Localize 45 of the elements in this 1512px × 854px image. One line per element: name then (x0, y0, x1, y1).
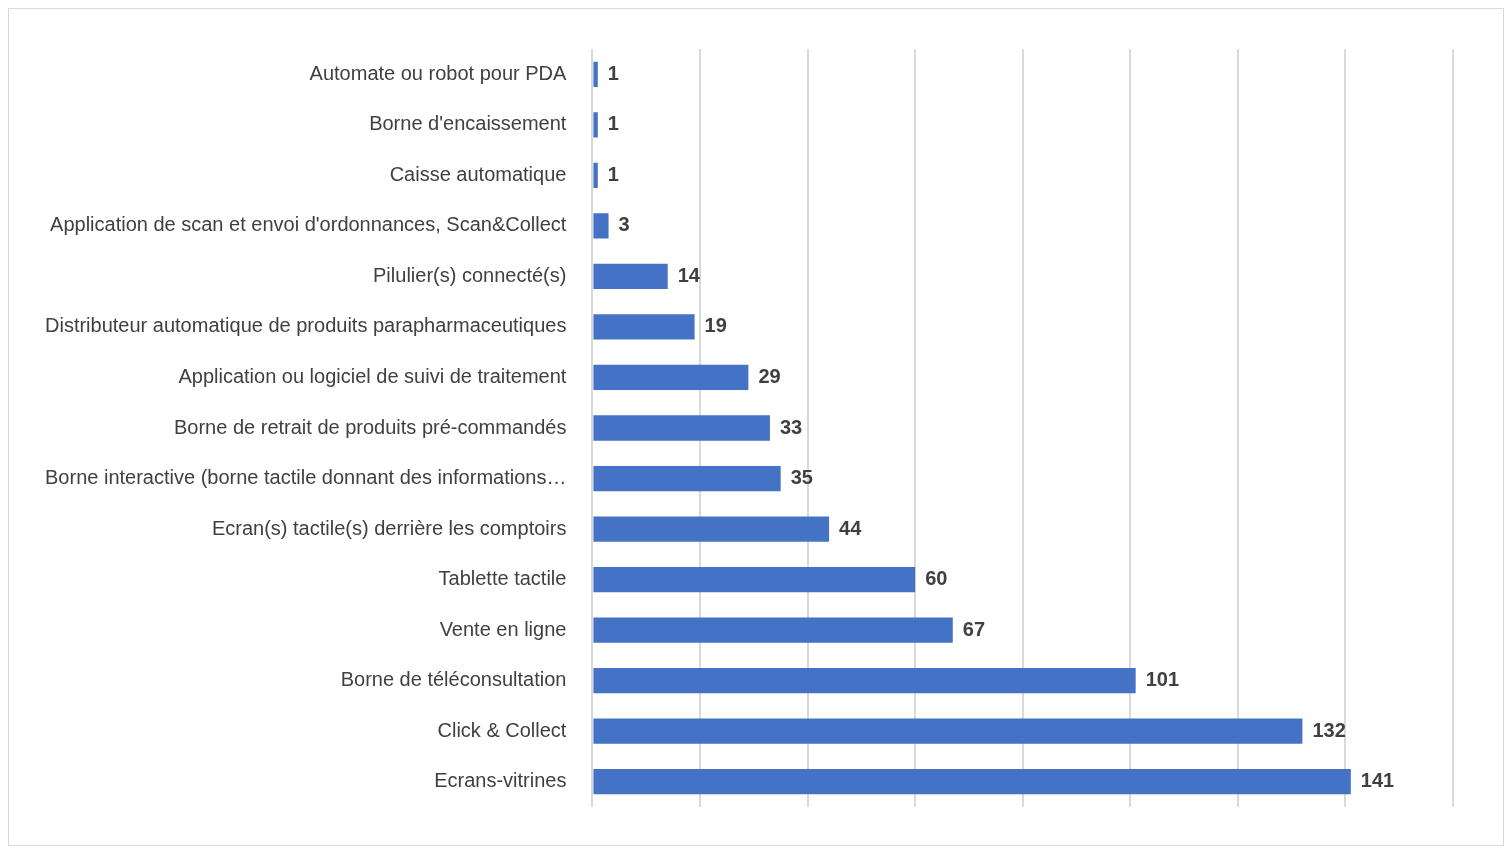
data-label: 29 (758, 364, 781, 387)
bar (593, 415, 770, 441)
bar (593, 617, 953, 643)
y-tick-label: Borne de retrait de produits pré-commandés (173, 415, 567, 438)
bar (593, 769, 1351, 795)
bar (593, 314, 695, 340)
y-tick-label: Automate ou robot pour PDA (309, 61, 568, 84)
y-tick-label: Ecran(s) tactile(s) derrière les comptoirs (211, 516, 567, 539)
bar (593, 516, 830, 542)
data-label: 101 (1145, 668, 1180, 691)
bar (593, 566, 916, 593)
y-tick-label: Borne d'encaissement (369, 112, 567, 135)
data-label: 1 (607, 162, 619, 185)
y-tick-label: Ecrans-vitrines (434, 769, 567, 792)
bar (593, 364, 749, 391)
bar (593, 263, 668, 290)
data-label: 14 (677, 263, 701, 286)
data-label: 35 (790, 466, 813, 489)
y-tick-label: Distributeur automatique de produits parapharmaceutiques (44, 314, 567, 337)
y-tick-label: Vente en ligne (439, 617, 567, 640)
y-tick-label: Tablette tactile (438, 567, 567, 590)
bar (593, 465, 781, 492)
y-tick-label: Caisse automatique (389, 162, 567, 185)
data-label: 67 (962, 617, 986, 640)
data-label: 60 (925, 567, 948, 590)
data-label: 1 (607, 61, 619, 84)
data-label: 44 (839, 516, 863, 539)
y-tick-label: Borne interactive (borne tactile donnant des informations… (45, 466, 567, 489)
y-tick-label: Borne de téléconsultation (340, 668, 567, 691)
y-tick-label: Application ou logiciel de suivi de traitement (178, 364, 567, 387)
bar (593, 112, 598, 138)
data-label: 3 (618, 213, 630, 236)
data-label: 132 (1312, 718, 1346, 741)
data-label: 141 (1360, 769, 1395, 792)
y-tick-label: Application de scan et envoi d'ordonnances, Scan&Collect (50, 213, 567, 236)
y-tick-label: Click & Collect (437, 718, 567, 741)
y-tick-label: Pilulier(s) connecté(s) (373, 263, 567, 286)
bar (593, 213, 609, 239)
data-label: 1 (607, 112, 619, 135)
bar (593, 162, 598, 188)
bar (593, 718, 1303, 744)
data-label: 33 (779, 415, 803, 438)
bar (593, 668, 1136, 694)
bar (593, 61, 598, 87)
data-label: 19 (704, 314, 727, 337)
